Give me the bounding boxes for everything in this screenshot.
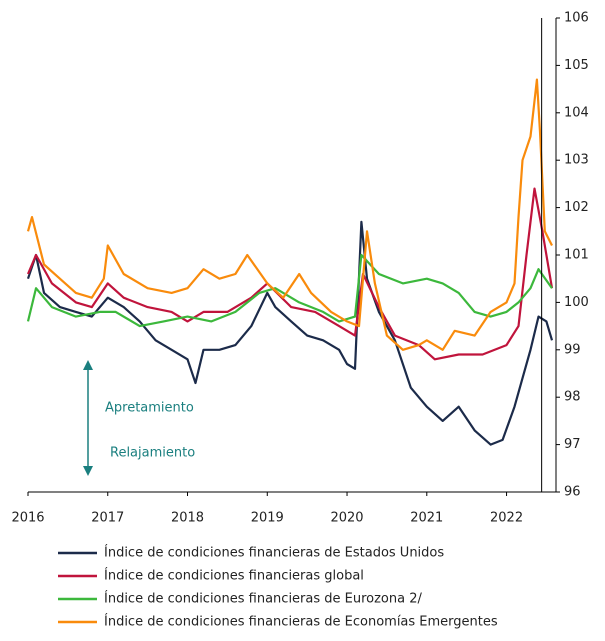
- y-tick-label: 97: [564, 437, 581, 452]
- x-tick-label: 2021: [410, 511, 443, 526]
- x-tick-label: 2022: [490, 511, 523, 526]
- series-line: [26, 253, 553, 328]
- x-tick-label: 2018: [171, 511, 204, 526]
- x-tick-label: 2017: [91, 511, 124, 526]
- series-line: [26, 187, 554, 361]
- series-line: [26, 220, 554, 446]
- arrow-head: [83, 466, 93, 476]
- y-tick-label: 103: [564, 153, 589, 168]
- x-tick-label: 2019: [251, 511, 284, 526]
- y-tick-label: 102: [564, 200, 589, 215]
- annotation: Apretamiento: [105, 401, 194, 416]
- legend-label: Índice de condiciones financieras de Est…: [104, 545, 444, 561]
- legend-label: Índice de condiciones financieras de Eco…: [104, 614, 498, 630]
- y-tick-label: 106: [564, 11, 589, 26]
- x-tick-label: 2016: [11, 511, 44, 526]
- arrow-head: [83, 360, 93, 370]
- y-tick-label: 100: [564, 295, 589, 310]
- series-line: [26, 78, 553, 351]
- legend-label: Índice de condiciones financieras global: [104, 568, 364, 584]
- y-tick-label: 98: [564, 390, 581, 405]
- y-tick-label: 104: [564, 105, 589, 120]
- y-tick-label: 99: [564, 342, 581, 357]
- y-tick-label: 105: [564, 58, 589, 73]
- y-tick-label: 96: [564, 485, 581, 500]
- legend-label: Índice de condiciones financieras de Eur…: [104, 591, 422, 607]
- x-tick-label: 2020: [330, 511, 363, 526]
- y-tick-label: 101: [564, 248, 589, 263]
- annotation: Relajamiento: [110, 446, 195, 461]
